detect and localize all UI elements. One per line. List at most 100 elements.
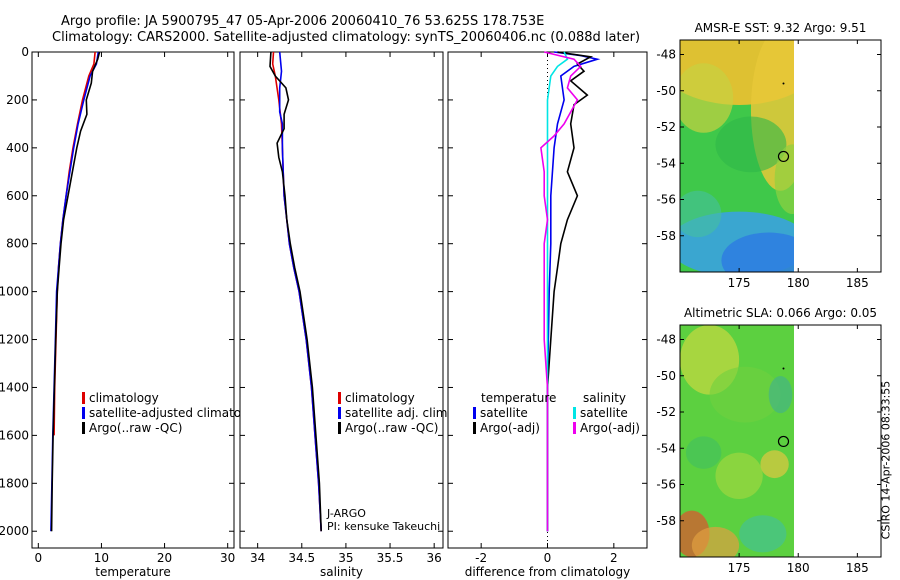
sst_map-heatmap-region: [774, 144, 794, 214]
salinity-legend-entry: climatology: [345, 391, 415, 405]
difference-legend-entry: Argo(-adj): [480, 421, 540, 435]
sla_map-heatmap-region: [739, 515, 787, 553]
salinity-legend-entry: satellite adj. clim.: [345, 406, 451, 420]
timestamp-stamp: CSIRO 14-Apr-2006 08:33:55: [879, 380, 893, 540]
temperature-series-argo: [50, 51, 101, 532]
jargo-annotation: J-ARGO: [326, 507, 366, 520]
sla_map-small-marker: [782, 367, 785, 370]
sst_map-y-tick-label: -52: [656, 120, 676, 134]
temperature-x-tick-label: 10: [94, 551, 109, 565]
sla_map-frame: [679, 324, 882, 558]
depth-tick-label: 1000: [0, 285, 29, 299]
salinity-x-tick-label: 36: [427, 551, 442, 565]
sla_map-x-tick-label: 175: [728, 561, 751, 575]
sla_map-heatmap-region: [691, 526, 740, 557]
sla_map-heatmap-region: [760, 450, 789, 479]
sst_map-small-marker: [782, 82, 785, 85]
sla_map-y-tick-label: -58: [656, 514, 676, 528]
difference-legend-swatch: [573, 422, 576, 434]
depth-tick-label: 2000: [0, 524, 29, 538]
depth-tick-label: 0: [21, 45, 29, 59]
sst_map-y-tick-label: -56: [656, 193, 676, 207]
temperature-legend-entry: satellite-adjusted climatology: [89, 406, 267, 420]
difference-legend-swatch: [573, 407, 576, 419]
sst_map-argo-marker: [777, 150, 790, 163]
depth-tick-label: 200: [6, 93, 29, 107]
sst_map-heatmap-region: [721, 232, 794, 272]
depth-tick-label: 1200: [0, 333, 29, 347]
sla_map-title: Altimetric SLA: 0.066 Argo: 0.05: [684, 306, 877, 320]
depth-tick-label: 400: [6, 141, 29, 155]
temperature-x-tick-label: 0: [34, 551, 42, 565]
depth-tick-label: 1600: [0, 428, 29, 442]
difference-legend-entry: satellite: [480, 406, 528, 420]
sst_map-heatmap-region: [715, 116, 787, 173]
temperature-legend-swatch: [82, 392, 85, 404]
difference-series-temperature-satellite: [546, 51, 601, 532]
temperature-legend-entry: climatology: [89, 391, 159, 405]
difference-series-salinity-argo: [540, 51, 582, 532]
sla_map-heatmap: [680, 325, 794, 557]
sst_map-x-tick-label: 175: [728, 276, 751, 290]
salinity-legend-swatch: [338, 422, 341, 434]
sla_map-argo-marker: [777, 435, 790, 448]
temperature-legend-swatch: [82, 422, 85, 434]
temperature-x-tick-label: 20: [157, 551, 172, 565]
sst_map-x-tick-label: 180: [787, 276, 810, 290]
depth-tick-label: 600: [6, 189, 29, 203]
sst_map-heatmap-region: [680, 190, 722, 238]
salinity-plot-frame: [239, 51, 444, 549]
sst_map-y-tick-label: -48: [656, 48, 676, 62]
difference-legend-entry: satellite: [580, 406, 628, 420]
salinity-x-tick-label: 34.5: [288, 551, 315, 565]
temperature-legend-swatch: [82, 407, 85, 419]
difference-legend-entry: salinity: [583, 391, 626, 405]
sst_map-heatmap-region: [680, 63, 734, 133]
difference-x-tick-label: 2: [610, 551, 618, 565]
salinity-legend-entry: Argo(..raw -QC): [345, 421, 438, 435]
difference-legend-swatch: [473, 407, 476, 419]
temperature-x-axis-label: temperature: [95, 565, 170, 579]
depth-tick-label: 1400: [0, 380, 29, 394]
sla_map-y-tick-label: -56: [656, 478, 676, 492]
salinity-x-tick-label: 34: [250, 551, 265, 565]
depth-tick-label: 800: [6, 237, 29, 251]
sst_map-y-tick-label: -50: [656, 84, 676, 98]
difference-x-tick-label: -2: [475, 551, 487, 565]
sst_map-title: AMSR-E SST: 9.32 Argo: 9.51: [695, 21, 867, 35]
difference-x-tick-label: 0: [544, 551, 552, 565]
salinity-x-tick-label: 35: [338, 551, 353, 565]
title-line-2: Climatology: CARS2000. Satellite-adjuste…: [52, 30, 641, 45]
salinity-legend-swatch: [338, 407, 341, 419]
sla_map-x-tick-label: 180: [787, 561, 810, 575]
sla_map-y-tick-label: -48: [656, 333, 676, 347]
sla_map-heatmap-region: [715, 452, 763, 499]
difference-series-temperature-argo: [546, 51, 594, 532]
sst_map-y-tick-label: -54: [656, 156, 676, 170]
difference-legend-swatch: [473, 422, 476, 434]
pi-annotation: PI: kensuke Takeuchi: [327, 520, 440, 533]
sla_map-y-tick-label: -52: [656, 405, 676, 419]
difference-x-axis-label: difference from climatology: [465, 565, 631, 579]
temperature-x-tick-label: 30: [220, 551, 235, 565]
difference-legend-entry: Argo(-adj): [580, 421, 640, 435]
sla_map-y-tick-label: -54: [656, 441, 676, 455]
depth-tick-label: 1800: [0, 476, 29, 490]
sst_map-heatmap: [680, 40, 794, 272]
salinity-x-tick-label: 35.5: [377, 551, 404, 565]
sla_map-x-tick-label: 185: [846, 561, 869, 575]
title-line-1: Argo profile: JA 5900795_47 05-Apr-2006 …: [61, 14, 545, 29]
salinity-series-argo: [269, 51, 322, 532]
salinity-legend-swatch: [338, 392, 341, 404]
sst_map-frame: [679, 39, 882, 273]
sla_map-heatmap-region: [768, 376, 793, 414]
salinity-x-axis-label: salinity: [320, 565, 363, 579]
sst_map-x-tick-label: 185: [846, 276, 869, 290]
temperature-legend-entry: Argo(..raw -QC): [89, 421, 182, 435]
sla_map-heatmap-region: [709, 366, 781, 423]
sst_map-y-tick-label: -58: [656, 229, 676, 243]
temperature-plot-frame: [31, 51, 235, 549]
sla_map-y-tick-label: -50: [656, 369, 676, 383]
sla_map-heatmap-region: [685, 436, 722, 469]
